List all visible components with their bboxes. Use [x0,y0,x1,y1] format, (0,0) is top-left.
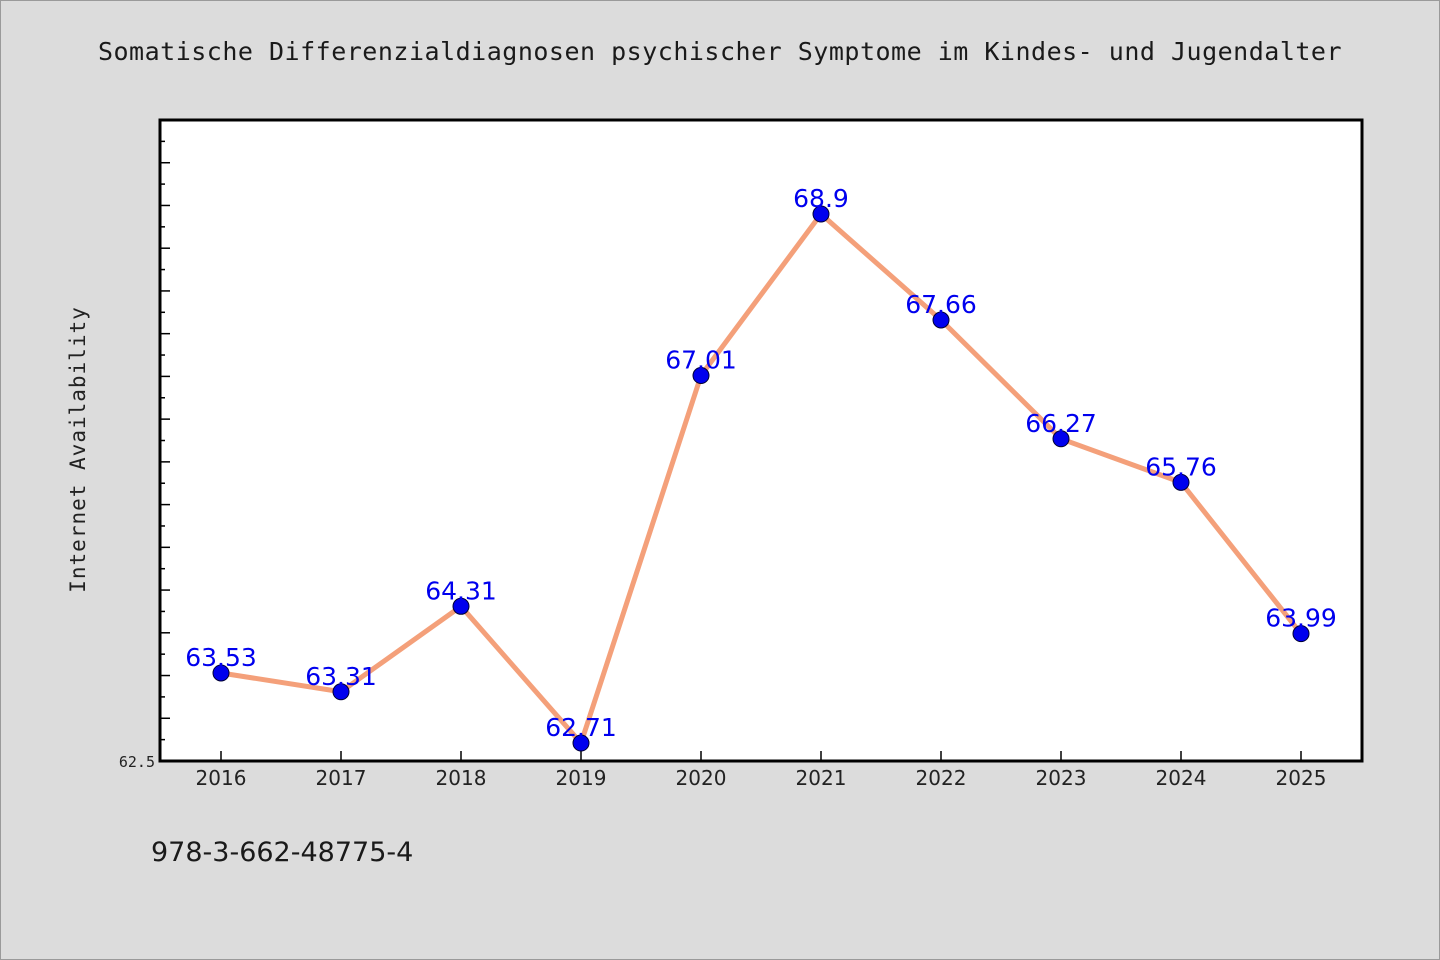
data-point [1052,430,1070,448]
x-tick-label: 2020 [676,766,727,790]
data-point [452,597,470,615]
x-tick-label: 2019 [556,766,607,790]
x-tick-label: 2025 [1276,766,1327,790]
y-axis-min-label: 62.5 [119,753,155,771]
data-labels: 63.53 63.31 64.31 62.71 67.01 68.9 67.66 66.27 6… [185,184,1337,742]
chart-title: Somatische Differenzialdiagnosen psychis… [97,37,1343,66]
data-label: 67.66 [905,290,977,319]
data-label: 63.53 [185,643,257,672]
data-point [812,205,830,223]
data-label: 63.31 [305,662,377,691]
data-point [932,311,950,329]
y-axis-title: Internet Availability [66,306,90,593]
data-label: 67.01 [665,346,737,375]
x-tick-label: 2021 [796,766,847,790]
series-line [218,211,1304,746]
x-tick-label: 2016 [196,766,247,790]
isbn-footer: 978-3-662-48775-4 [151,837,414,868]
data-point [332,683,350,701]
x-axis-ticks: 2016 2017 2018 2019 2020 2021 2022 2023 2024 2025 [196,751,1327,790]
data-point [1292,625,1310,643]
data-label: 63.99 [1265,604,1337,633]
y-axis-ticks [160,119,170,762]
x-tick-label: 2017 [316,766,367,790]
data-label: 66.27 [1025,409,1097,438]
data-point [572,734,590,752]
data-point [692,367,710,385]
data-label: 62.71 [545,713,617,742]
x-tick-label: 2018 [436,766,487,790]
data-label: 64.31 [425,576,497,605]
plot-area [158,118,1364,763]
data-point [1172,473,1190,491]
series-markers [212,205,1310,752]
x-tick-label: 2024 [1156,766,1207,790]
x-tick-label: 2022 [916,766,967,790]
data-label: 68.9 [793,184,849,213]
x-tick-label: 2023 [1036,766,1087,790]
data-label: 65.76 [1145,452,1217,481]
data-point [212,664,230,682]
